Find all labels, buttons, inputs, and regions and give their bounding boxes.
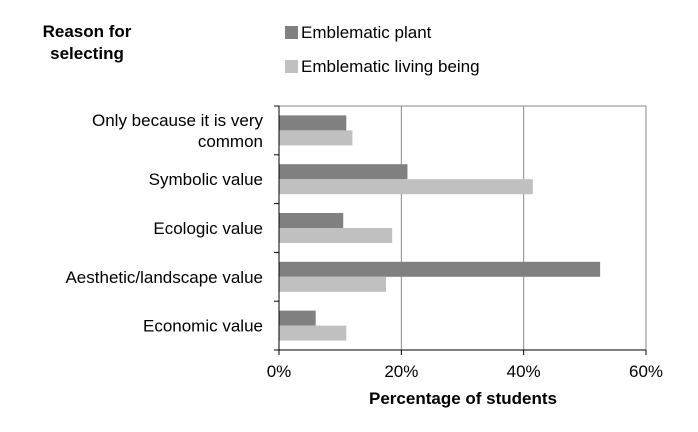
bar <box>279 164 408 180</box>
x-tick-label: 60% <box>629 362 663 381</box>
bar <box>279 310 316 326</box>
category-label: Aesthetic/landscape value <box>65 268 263 287</box>
category-label: Ecologic value <box>153 219 263 238</box>
x-tick-label: 20% <box>384 362 418 381</box>
bar <box>279 130 353 146</box>
category-label: common <box>198 132 263 151</box>
gridlines <box>279 105 647 350</box>
y-axis-title-line-2: selecting <box>50 44 124 63</box>
legend-swatch <box>285 60 298 73</box>
bar <box>279 115 347 131</box>
legend-swatch <box>285 26 298 39</box>
bar <box>279 228 393 243</box>
x-tick-labels: 0% 20% 40% 60% <box>267 362 663 381</box>
category-label: Economic value <box>143 317 263 336</box>
legend-label: Emblematic plant <box>301 23 432 42</box>
bar <box>279 325 347 341</box>
bar <box>279 261 601 277</box>
bar <box>279 179 533 195</box>
axes <box>274 105 647 355</box>
bars <box>279 115 601 341</box>
y-axis-title-line-1: Reason for <box>43 22 132 41</box>
category-label: Only because it is very <box>92 111 264 130</box>
x-axis-title: Percentage of students <box>369 389 557 408</box>
bar <box>279 276 387 292</box>
category-labels: Only because it is very common Symbolic va… <box>65 111 263 336</box>
x-tick-label: 0% <box>267 362 292 381</box>
category-label: Symbolic value <box>149 170 263 189</box>
bar <box>279 213 344 228</box>
legend: Emblematic plant Emblematic living being <box>285 23 480 76</box>
legend-label: Emblematic living being <box>301 57 480 76</box>
x-tick-label: 40% <box>507 362 541 381</box>
